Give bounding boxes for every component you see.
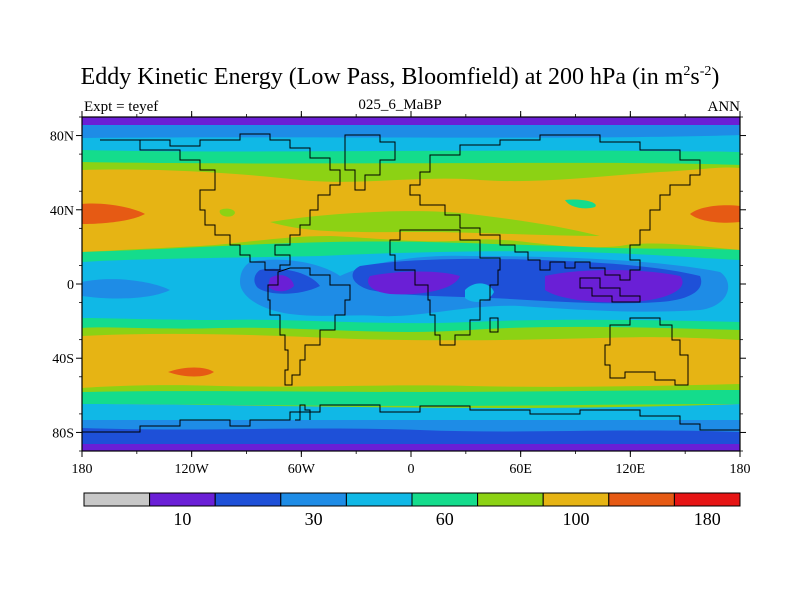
colorbar-label: 10 xyxy=(173,509,191,529)
season-label: ANN xyxy=(707,99,741,115)
case-label: 025_6_MaBP xyxy=(358,97,442,113)
lon-tick-label: 60W xyxy=(288,462,316,477)
colorbar-swatch xyxy=(149,492,216,507)
colorbar-swatch xyxy=(83,492,151,507)
lon-tick-label: 180 xyxy=(72,462,93,477)
longitude-axis: 180 120W 60W 0 60E 120E 180 xyxy=(72,111,751,477)
colorbar-label: 30 xyxy=(305,509,323,529)
lon-tick-label: 60E xyxy=(509,462,532,477)
plot-title: Eddy Kinetic Energy (Low Pass, Bloomfiel… xyxy=(80,64,720,90)
colorbar-swatch xyxy=(280,492,347,507)
greenland-coast xyxy=(344,134,396,191)
antarctic-peninsula-coast xyxy=(295,404,311,421)
south-america-coast xyxy=(267,267,351,386)
lat-tick-label: 40N xyxy=(50,204,74,219)
latitude-axis: 80N 40N 0 40S 80S xyxy=(50,116,746,452)
lat-tick-label: 40S xyxy=(52,352,74,367)
colorbar-swatch xyxy=(673,492,741,507)
experiment-label: Expt = teyef xyxy=(84,99,159,115)
colorbar-swatch xyxy=(542,492,610,507)
lon-tick-label: 0 xyxy=(408,462,415,477)
coastlines xyxy=(82,133,740,433)
contour-field xyxy=(82,117,740,451)
colorbar-label: 100 xyxy=(563,509,590,529)
lon-tick-label: 180 xyxy=(730,462,751,477)
lat-tick-label: 0 xyxy=(67,278,74,293)
colorbar-label: 180 xyxy=(694,509,721,529)
lat-tick-label: 80S xyxy=(52,426,74,441)
southeast-asia-coast xyxy=(579,277,641,303)
colorbar-swatch xyxy=(214,492,282,507)
colorbar-swatch xyxy=(345,492,413,507)
colorbar-swatch xyxy=(477,492,544,507)
lat-tick-label: 80N xyxy=(50,130,74,145)
colorbar-swatch xyxy=(411,492,479,507)
antarctica-coast xyxy=(82,404,740,433)
lon-tick-label: 120W xyxy=(175,462,210,477)
eurasia-coast xyxy=(409,134,701,281)
colorbar-label: 60 xyxy=(436,509,454,529)
australia-coast xyxy=(604,317,689,386)
colorbar-swatch xyxy=(608,492,675,507)
colorbar: 10 30 60 100 180 xyxy=(83,492,741,529)
north-america-coast xyxy=(100,133,341,271)
lon-tick-label: 120E xyxy=(616,462,646,477)
africa-coast xyxy=(389,229,501,346)
madagascar-coast xyxy=(489,317,499,333)
